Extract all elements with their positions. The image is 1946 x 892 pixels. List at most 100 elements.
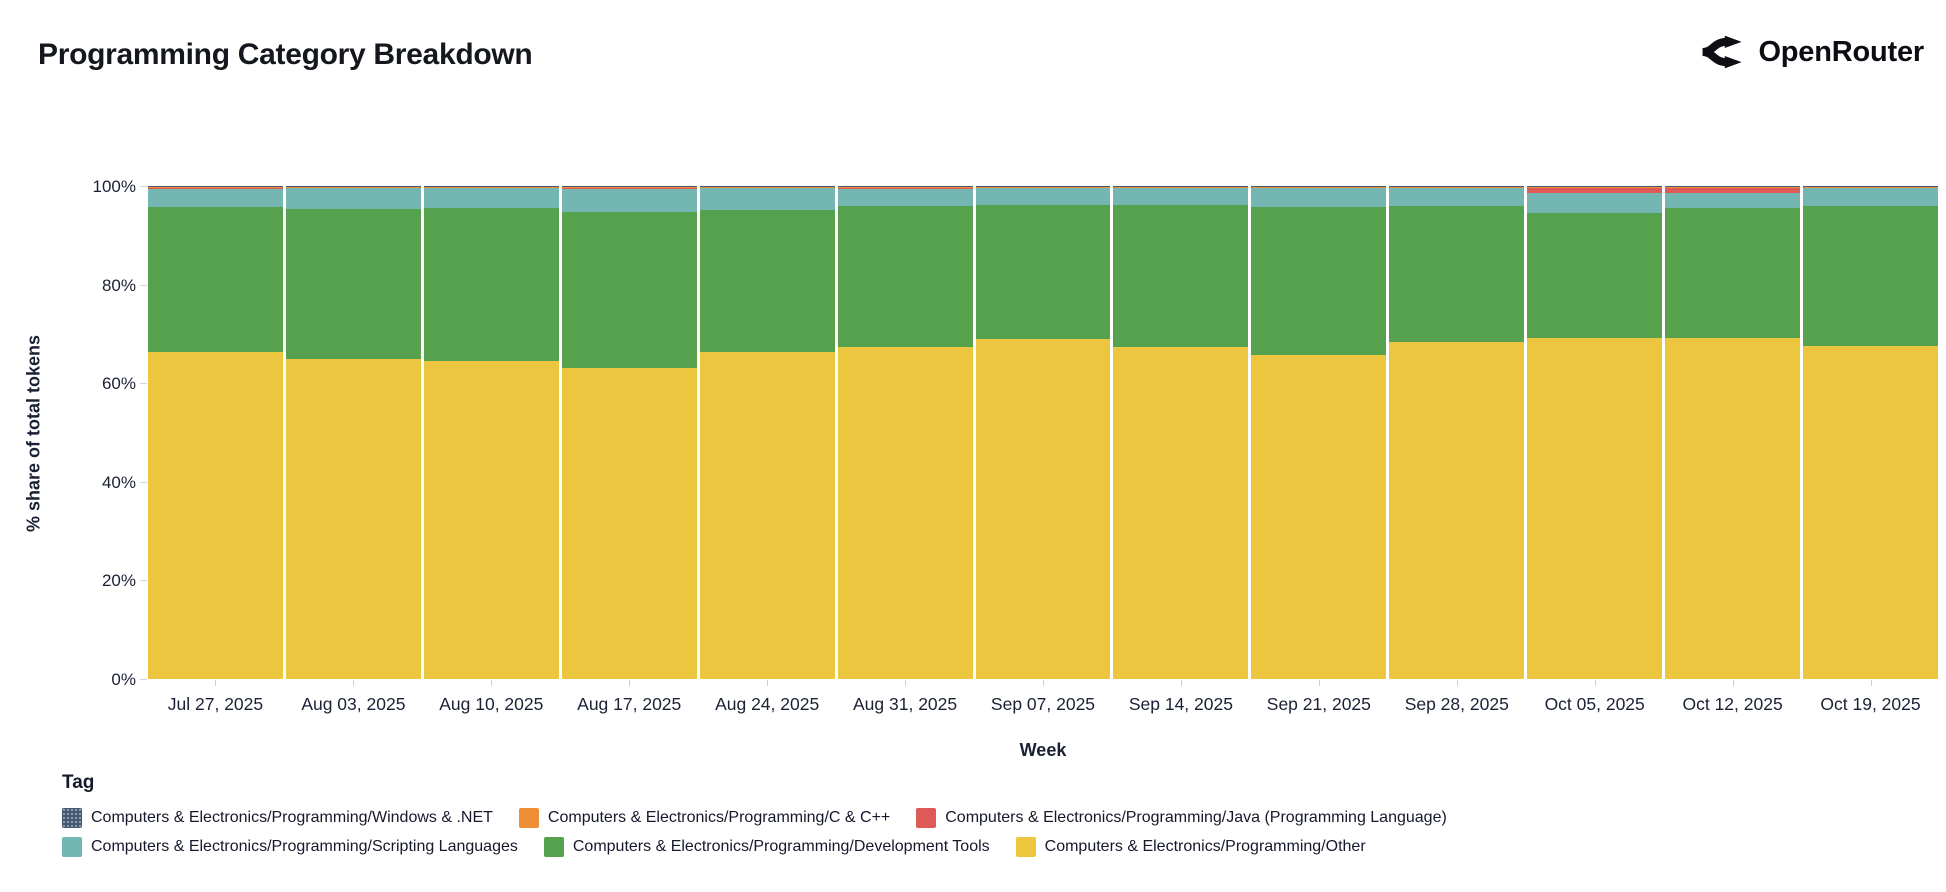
bar-segment[interactable]: [1665, 337, 1801, 679]
bar-segment[interactable]: [148, 186, 283, 189]
bar-segment[interactable]: [1251, 186, 1387, 188]
bar-segment[interactable]: [1113, 205, 1249, 347]
bar-segment[interactable]: [148, 352, 283, 679]
bar-week-jul-27-2025: [148, 186, 283, 679]
bar-segment[interactable]: [285, 188, 421, 210]
x-tick-mark: [767, 680, 769, 686]
x-tick: Aug 31, 2025: [838, 680, 973, 715]
bar-segment[interactable]: [975, 339, 1111, 679]
bar-week-sep-07-2025: [975, 186, 1111, 679]
bar-segment[interactable]: [975, 205, 1111, 340]
x-tick-mark: [1594, 680, 1596, 686]
bar-segment[interactable]: [1113, 188, 1249, 206]
legend-row: Computers & Electronics/Programming/Scri…: [62, 837, 1906, 857]
x-tick-label: Oct 05, 2025: [1544, 694, 1645, 714]
bar-week-oct-12-2025: [1665, 186, 1801, 679]
legend-item-label: Computers & Electronics/Programming/Java…: [945, 809, 1447, 826]
bar-segment[interactable]: [837, 186, 973, 189]
bar-segment[interactable]: [561, 212, 697, 369]
bar-segment[interactable]: [1527, 192, 1663, 214]
bar-segment[interactable]: [837, 188, 973, 207]
bar-week-aug-17-2025: [561, 186, 697, 679]
bar-segment[interactable]: [148, 188, 283, 207]
x-axis-title: Week: [1019, 740, 1067, 760]
bar-segment[interactable]: [1803, 186, 1938, 188]
bar-segment[interactable]: [1113, 186, 1249, 188]
legend-item[interactable]: Computers & Electronics/Programming/C & …: [518, 808, 890, 828]
legend-item[interactable]: Computers & Electronics/Programming/Scri…: [62, 837, 518, 857]
bar-segment[interactable]: [1665, 188, 1801, 193]
x-tick: Oct 19, 2025: [1803, 680, 1938, 715]
bar-segment[interactable]: [561, 188, 697, 213]
legend-item[interactable]: Computers & Electronics/Programming/Wind…: [62, 808, 493, 828]
bar-segment[interactable]: [1803, 345, 1938, 679]
bar-segment[interactable]: [837, 347, 973, 679]
bar-segment[interactable]: [148, 206, 283, 353]
legend-item[interactable]: Computers & Electronics/Programming/Deve…: [543, 837, 990, 857]
bar-segment[interactable]: [699, 351, 835, 679]
x-tick-mark: [1318, 680, 1320, 686]
legend-item[interactable]: Computers & Electronics/Programming/Java…: [916, 808, 1447, 828]
bar-segment[interactable]: [561, 186, 697, 189]
bar-segment[interactable]: [423, 208, 559, 362]
bar-segment[interactable]: [1251, 188, 1387, 207]
y-axis-title: % share of total tokens: [23, 334, 44, 533]
y-tick-mark: [140, 186, 147, 187]
legend-item-label: Computers & Electronics/Programming/Othe…: [1044, 838, 1366, 855]
bar-segment[interactable]: [423, 361, 559, 679]
bar-segment[interactable]: [1803, 205, 1938, 346]
bar-week-oct-05-2025: [1527, 186, 1663, 679]
bar-segment[interactable]: [975, 188, 1111, 206]
bar-segment[interactable]: [975, 186, 1111, 188]
bar-segment[interactable]: [1665, 192, 1801, 208]
legend-item[interactable]: Computers & Electronics/Programming/Othe…: [1015, 837, 1366, 857]
x-tick-label: Aug 17, 2025: [577, 694, 682, 714]
bar-week-aug-31-2025: [837, 186, 973, 679]
bar-segment[interactable]: [699, 188, 835, 211]
bar-segment[interactable]: [699, 186, 835, 188]
y-tick-label: 100%: [92, 177, 136, 196]
x-tick: Oct 05, 2025: [1527, 680, 1662, 715]
y-tick-mark: [140, 284, 147, 286]
y-tick-label: 80%: [101, 275, 136, 295]
x-tick: Aug 10, 2025: [424, 680, 559, 715]
x-tick: Sep 28, 2025: [1389, 680, 1524, 715]
bar-segment[interactable]: [423, 186, 559, 188]
bar-segment[interactable]: [1527, 213, 1663, 339]
bar-segment[interactable]: [1389, 206, 1525, 343]
bar-segment[interactable]: [1803, 188, 1938, 206]
bar-segment[interactable]: [1389, 186, 1525, 188]
x-tick-mark: [491, 680, 493, 686]
bar-segment[interactable]: [561, 368, 697, 679]
bar-segment[interactable]: [699, 210, 835, 352]
bar-segment[interactable]: [1665, 186, 1801, 189]
x-tick: Aug 17, 2025: [562, 680, 697, 715]
x-tick-label: Sep 21, 2025: [1266, 694, 1371, 714]
x-tick-label: Jul 27, 2025: [167, 694, 264, 714]
x-tick-mark: [1456, 680, 1458, 686]
bar-segment[interactable]: [1389, 188, 1525, 207]
bar-segment[interactable]: [1527, 186, 1663, 188]
bar-segment[interactable]: [285, 186, 421, 188]
y-tick-label: 60%: [101, 374, 136, 394]
openrouter-logo[interactable]: OpenRouter: [1700, 32, 1924, 72]
legend-swatch-icon: [62, 837, 82, 857]
bar-segment[interactable]: [1389, 342, 1525, 679]
bar-segment[interactable]: [837, 206, 973, 348]
bar-segment[interactable]: [1527, 338, 1663, 679]
bar-segment[interactable]: [1251, 355, 1387, 679]
bar-segment[interactable]: [1665, 207, 1801, 338]
bar-segment[interactable]: [1113, 346, 1249, 679]
legend-row: Computers & Electronics/Programming/Wind…: [62, 808, 1906, 828]
openrouter-wordmark: OpenRouter: [1758, 35, 1924, 68]
bar-segment[interactable]: [1251, 206, 1387, 356]
bar-segment[interactable]: [423, 188, 559, 209]
bar-segment[interactable]: [285, 209, 421, 360]
bar-week-oct-19-2025: [1803, 186, 1938, 679]
y-tick-mark: [140, 580, 147, 582]
x-tick: Sep 07, 2025: [976, 680, 1111, 715]
x-tick: Aug 24, 2025: [700, 680, 835, 715]
x-tick-mark: [1042, 680, 1044, 686]
bar-segment[interactable]: [1527, 188, 1663, 193]
bar-segment[interactable]: [285, 359, 421, 679]
